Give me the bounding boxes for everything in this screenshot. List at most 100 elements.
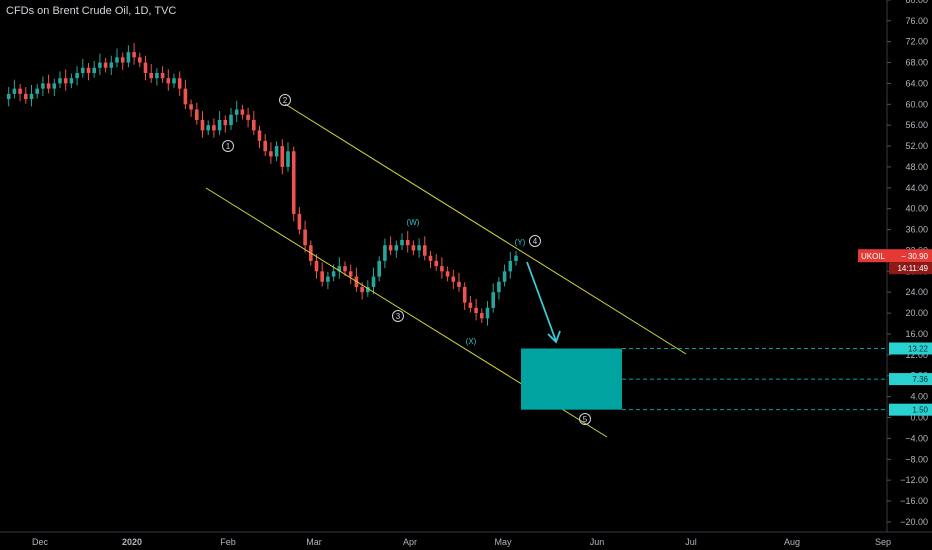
channel-upper-line xyxy=(284,103,687,355)
candle-body xyxy=(206,125,210,131)
candle-body xyxy=(46,83,51,89)
price-tick-label: 56.00 xyxy=(905,120,928,130)
time-tick-label: May xyxy=(494,537,512,547)
price-tick-label: 76.00 xyxy=(905,16,928,26)
price-tick-label: 20.00 xyxy=(905,308,928,318)
candle-body xyxy=(485,307,490,319)
candle-body xyxy=(468,302,473,308)
candle-body xyxy=(172,78,176,84)
candle-body xyxy=(155,72,159,79)
price-tick-label: 48.00 xyxy=(905,162,928,172)
candle-body xyxy=(149,72,153,79)
candle-body xyxy=(120,57,125,63)
target-zone-box xyxy=(521,348,622,410)
candle-body xyxy=(166,78,171,84)
candle-body xyxy=(274,146,279,157)
wave-5-label: 5 xyxy=(583,415,588,424)
candle-body xyxy=(514,255,518,261)
price-tick-label: 52.00 xyxy=(905,141,928,151)
candle-body xyxy=(394,245,399,251)
candle-body xyxy=(263,140,267,152)
price-tick-label: −12.00 xyxy=(900,475,928,485)
candle-body xyxy=(303,229,307,246)
candle-body xyxy=(18,88,22,94)
countdown-tag xyxy=(889,262,932,275)
price-tick-label: 12.00 xyxy=(905,350,928,360)
candle-body xyxy=(6,93,11,100)
candle-body xyxy=(29,93,34,100)
candle-body xyxy=(417,245,421,251)
candle-body xyxy=(314,260,319,272)
price-tick-label: −20.00 xyxy=(900,517,928,527)
candle-body xyxy=(195,109,199,120)
candle-body xyxy=(81,67,85,73)
candle-body xyxy=(143,62,148,73)
candle-body xyxy=(63,78,68,84)
wave-4-label-circle xyxy=(529,235,541,247)
candle-body xyxy=(405,240,410,246)
candle-body xyxy=(86,67,91,73)
candle-body xyxy=(440,266,444,272)
candle-body xyxy=(41,83,45,89)
candle-body xyxy=(52,83,57,89)
price-tick-label: −8.00 xyxy=(905,454,928,464)
candle-body xyxy=(103,62,108,68)
price-tick-label: 36.00 xyxy=(905,225,928,235)
candle-body xyxy=(98,62,102,68)
candle-body xyxy=(229,114,233,126)
candle-body xyxy=(252,119,256,131)
candle-body xyxy=(234,109,239,115)
candle-body xyxy=(58,78,62,84)
candle-body xyxy=(115,57,119,63)
wave-4-label: 4 xyxy=(533,237,538,246)
candle-body xyxy=(212,125,216,131)
time-tick-label: Aug xyxy=(784,537,800,547)
candle-body xyxy=(377,260,381,277)
price-tick-label: 60.00 xyxy=(905,99,928,109)
current-price-value: − 30.90 xyxy=(901,252,928,261)
candle-body xyxy=(183,88,188,105)
candle-body xyxy=(320,271,324,282)
candle-body xyxy=(400,240,404,246)
price-tick-label: 64.00 xyxy=(905,78,928,88)
price-tick-label: 4.00 xyxy=(910,392,928,402)
candle-body xyxy=(92,67,96,73)
candle-body xyxy=(331,271,336,277)
current-price-symbol: UKOIL xyxy=(861,252,886,261)
candle-body xyxy=(337,266,342,272)
time-tick-label: Feb xyxy=(220,537,236,547)
candle-body xyxy=(428,255,433,261)
candle-body xyxy=(411,245,416,251)
candle-body xyxy=(75,72,79,79)
target-level-value: 13.22 xyxy=(908,344,929,353)
candle-body xyxy=(240,109,245,115)
candle-body xyxy=(223,119,228,126)
candle-body xyxy=(462,287,467,303)
candle-body xyxy=(138,57,142,63)
wave-y-label: (Y) xyxy=(515,238,526,247)
target-level-tag xyxy=(889,342,932,355)
current-price-tag xyxy=(858,249,932,263)
time-tick-label: Jul xyxy=(685,537,697,547)
wave-2-label: 2 xyxy=(283,96,288,105)
wave-x-label: (X) xyxy=(466,337,477,346)
candle-body xyxy=(474,307,478,314)
candle-body xyxy=(257,130,262,141)
candle-body xyxy=(217,119,222,131)
candle-body xyxy=(132,52,136,58)
price-tick-label: 72.00 xyxy=(905,37,928,47)
candle-body xyxy=(297,213,302,230)
candle-body xyxy=(371,276,376,287)
projection-arrow-shaft xyxy=(526,261,557,342)
candle-body xyxy=(160,72,165,79)
price-tick-label: 16.00 xyxy=(905,329,928,339)
target-level-tag xyxy=(889,373,932,386)
target-level-tag xyxy=(889,403,932,416)
wave-1-label-circle xyxy=(222,140,234,152)
wave-2-label-circle xyxy=(279,94,291,106)
target-level-value: 1.50 xyxy=(912,406,928,415)
countdown-value: 14:11:49 xyxy=(897,264,928,273)
time-tick-label: Mar xyxy=(306,537,322,547)
time-tick-label: Dec xyxy=(32,537,49,547)
